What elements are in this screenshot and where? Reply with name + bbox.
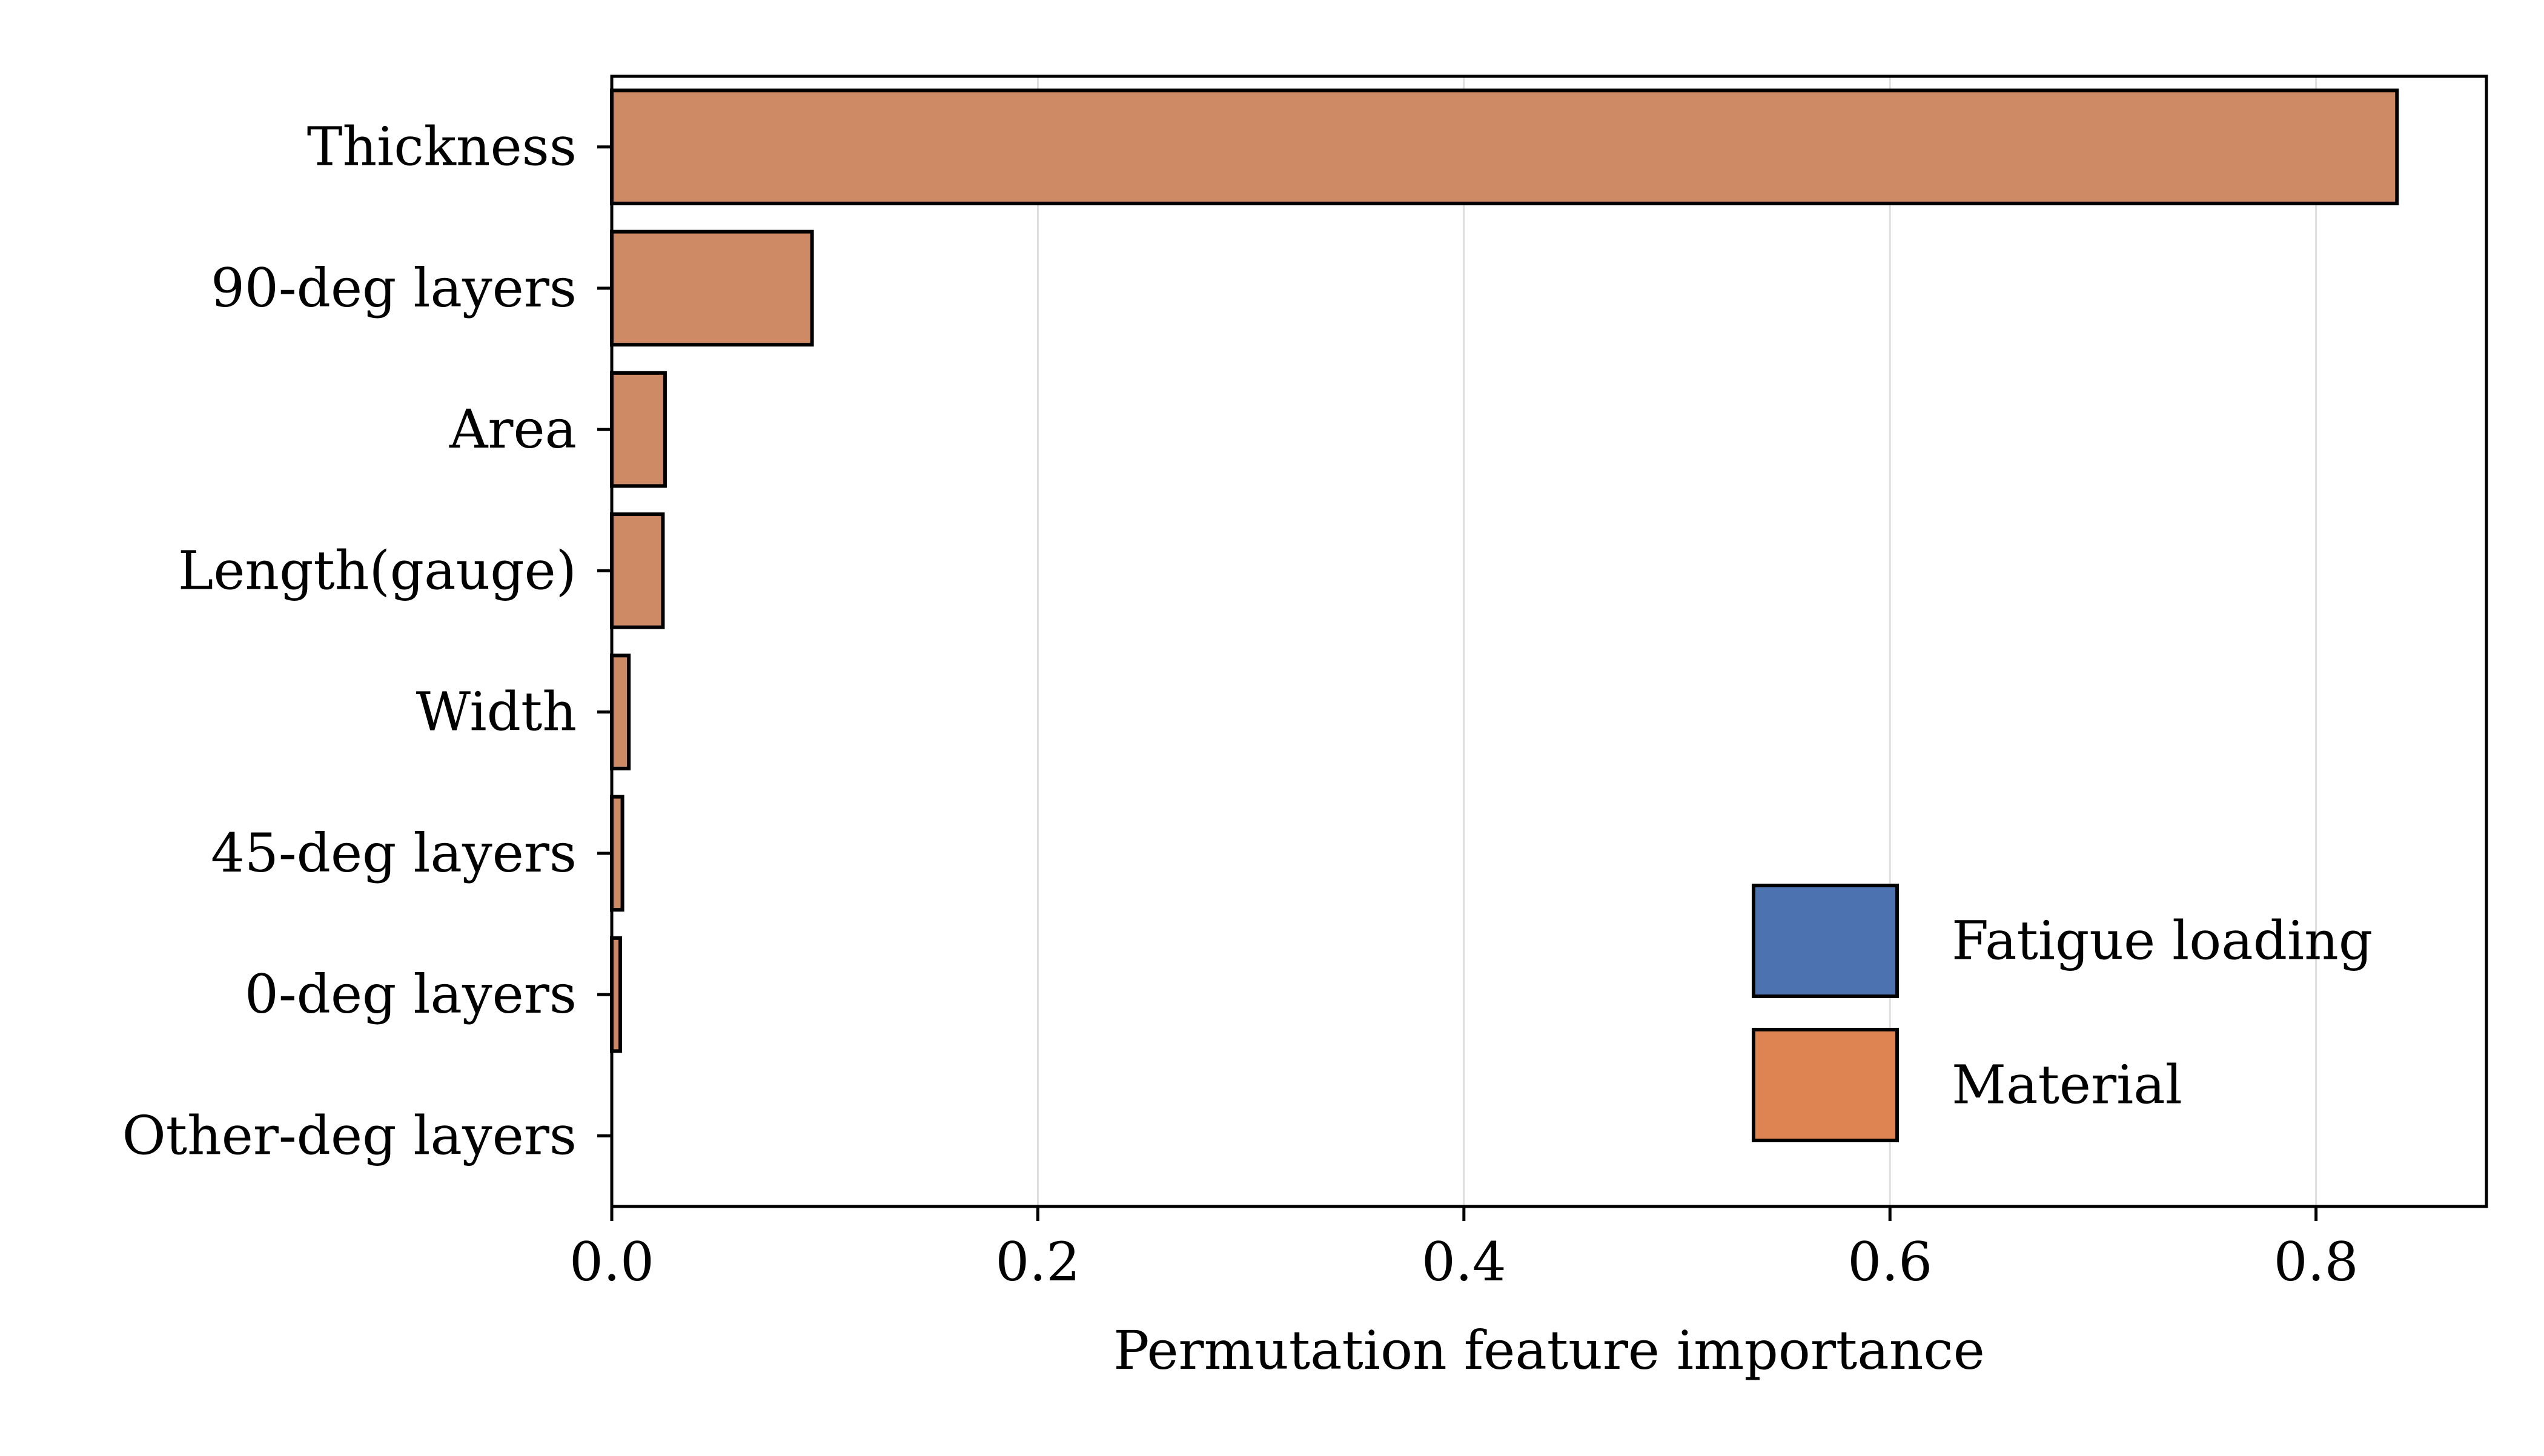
x-tick-label: 0.6 xyxy=(1847,1231,1932,1293)
legend: Fatigue loading Material xyxy=(1752,884,2373,1142)
y-axis-ticks: Thickness 90-deg layers Area Length(gauge) W… xyxy=(122,116,612,1166)
x-tick-label: 0.0 xyxy=(569,1231,654,1293)
plot-frame xyxy=(610,74,2488,1208)
legend-swatch xyxy=(1752,1028,1899,1142)
bars xyxy=(610,88,2399,1053)
legend-swatch xyxy=(1752,884,1899,998)
y-category-label: Width xyxy=(416,681,577,743)
y-category-label: 0-deg layers xyxy=(245,963,577,1025)
bar xyxy=(610,371,667,488)
bar xyxy=(610,512,665,629)
grid-lines xyxy=(1036,76,2317,1206)
bar xyxy=(610,795,624,912)
x-tick-label: 0.8 xyxy=(2274,1231,2359,1293)
y-category-label: Area xyxy=(449,398,577,460)
y-category-label: Length(gauge) xyxy=(178,539,577,601)
y-category-label: Other-deg layers xyxy=(122,1104,577,1166)
bar xyxy=(610,654,631,770)
legend-label: Material xyxy=(1952,1054,2182,1116)
x-tick-label: 0.2 xyxy=(995,1231,1080,1293)
x-tick-label: 0.4 xyxy=(1422,1231,1506,1293)
bar xyxy=(610,88,2399,205)
y-category-label: Thickness xyxy=(307,116,577,178)
legend-label: Fatigue loading xyxy=(1952,910,2373,972)
x-axis-ticks: 0.0 0.2 0.4 0.6 0.8 xyxy=(569,1206,2359,1293)
bar xyxy=(610,230,814,347)
x-axis-title: Permutation feature importance xyxy=(1113,1319,1985,1382)
y-category-label: 45-deg layers xyxy=(211,822,577,884)
y-category-label: 90-deg layers xyxy=(211,257,577,319)
